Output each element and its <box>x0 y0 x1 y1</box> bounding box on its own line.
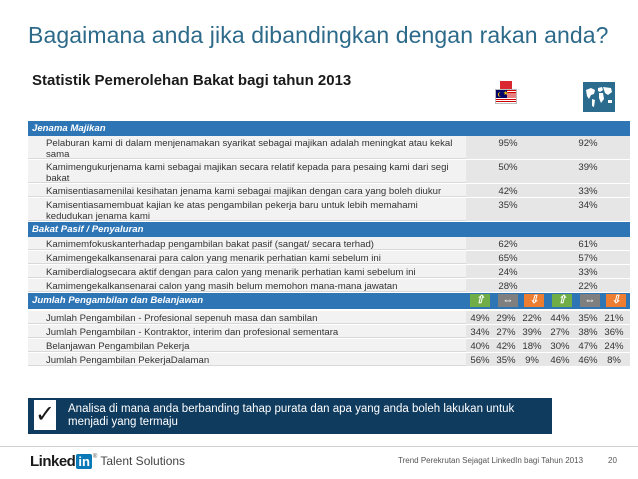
global-down-value: 36% <box>604 327 624 338</box>
table-row: Kamisentiasamenilai kesihatan jenama kam… <box>28 184 630 198</box>
flag-tag <box>500 81 512 89</box>
malaysia-value: 35% <box>498 200 518 211</box>
global-up-value: 30% <box>550 341 570 352</box>
global-value: 57% <box>578 253 598 264</box>
global-up-value: 44% <box>550 313 570 324</box>
world-map-icon <box>583 82 615 112</box>
global-down-value: 24% <box>604 341 624 352</box>
my-up-value: 49% <box>470 313 490 324</box>
table-row: Jumlah Pengambilan PekerjaDalaman 56% 35… <box>28 353 630 367</box>
global-up-value: 46% <box>550 355 570 366</box>
slide-subtitle: Statistik Pemerolehan Bakat bagi tahun 2… <box>32 72 352 89</box>
footer-caption: Trend Perekrutan Sejagat LinkedIn bagi T… <box>398 456 584 465</box>
my-down-value: 39% <box>522 327 542 338</box>
section-header-employer-brand: Jenama Majikan <box>28 121 630 136</box>
global-value: 22% <box>578 281 598 292</box>
global-value: 39% <box>578 162 598 173</box>
malaysia-value: 42% <box>498 186 518 197</box>
table-row: Pelaburan kami di dalam menjenamakan sya… <box>28 136 630 160</box>
table-row: Kamimemfokuskanterhadap pengambilan baka… <box>28 237 630 251</box>
global-equal-value: 38% <box>578 327 598 338</box>
table-row: Kamimengekalkansenarai para calon yang m… <box>28 251 630 265</box>
table-row: Kamimengekalkansenarai calon yang masih … <box>28 279 630 293</box>
down-arrow-icon: ⇩ <box>524 294 544 307</box>
row-label: Kamimengukurjenama kami sebagai majikan … <box>46 162 449 184</box>
table-row: Jumlah Pengambilan - Kontraktor, interim… <box>28 325 630 339</box>
row-label: Kamisentiasamembuat kajian ke atas penga… <box>46 200 418 222</box>
global-equal-value: 46% <box>578 355 598 366</box>
global-value: 33% <box>578 186 598 197</box>
section-header-passive-talent: Bakat Pasif / Penyaluran <box>28 222 630 237</box>
my-equal-value: 27% <box>496 327 516 338</box>
note-text: Analisa di mana anda berbanding tahap pu… <box>68 403 515 428</box>
table-row: Jumlah Pengambilan - Profesional sepenuh… <box>28 311 630 325</box>
global-value: 34% <box>578 200 598 211</box>
row-label: Kamimengekalkansenarai calon yang masih … <box>46 281 398 292</box>
my-down-value: 9% <box>525 355 539 366</box>
logo-suffix: Talent Solutions <box>100 454 186 468</box>
checkmark-icon: ✓ <box>34 400 56 430</box>
malaysia-value: 62% <box>498 239 518 250</box>
malaysia-value: 28% <box>498 281 518 292</box>
section-header-label: Bakat Pasif / Penyaluran <box>32 224 144 235</box>
global-value: 61% <box>578 239 598 250</box>
section-header-label: Jenama Majikan <box>32 123 106 134</box>
global-up-value: 27% <box>550 327 570 338</box>
footer-divider <box>0 446 638 447</box>
my-equal-value: 29% <box>496 313 516 324</box>
row-label: Kamisentiasamenilai kesihatan jenama kam… <box>46 186 442 197</box>
malaysia-value: 24% <box>498 267 518 278</box>
row-label: Jumlah Pengambilan PekerjaDalaman <box>46 355 210 366</box>
recruiting-stats-table: Jenama Majikan Pelaburan kami di dalam m… <box>28 121 630 367</box>
row-label: Pelaburan kami di dalam menjenamakan sya… <box>46 138 453 160</box>
global-down-value: 8% <box>607 355 621 366</box>
linkedin-logo: Linked in ® Talent Solutions <box>30 452 185 470</box>
global-equal-value: 47% <box>578 341 598 352</box>
slide-title: Bagaimana anda jika dibandingkan dengan … <box>28 22 609 48</box>
equal-arrow-icon: ⇔ <box>498 294 518 307</box>
my-up-value: 40% <box>470 341 490 352</box>
row-label: Kamimengekalkansenarai para calon yang m… <box>46 253 381 264</box>
row-label: Belanjawan Pengambilan Pekerja <box>46 341 190 352</box>
logo-in-badge: in <box>76 453 92 469</box>
my-down-value: 18% <box>522 341 542 352</box>
section-header-label: Jumlah Pengambilan dan Belanjawan <box>32 295 204 306</box>
up-arrow-icon: ⇧ <box>470 294 490 307</box>
global-down-value: 21% <box>604 313 624 324</box>
malaysia-value: 65% <box>498 253 518 264</box>
malaysia-value: 50% <box>498 162 518 173</box>
up-arrow-icon: ⇧ <box>552 294 572 307</box>
row-label: Jumlah Pengambilan - Profesional sepenuh… <box>46 313 318 324</box>
my-up-value: 34% <box>470 327 490 338</box>
page-number: 20 <box>608 456 617 465</box>
row-label: Kamimemfokuskanterhadap pengambilan baka… <box>46 239 374 250</box>
table-row: Kamiberdialogsecara aktif dengan para ca… <box>28 265 630 279</box>
row-label: Jumlah Pengambilan - Kontraktor, interim… <box>46 327 339 338</box>
logo-wordmark: Linked <box>30 452 76 470</box>
my-up-value: 56% <box>470 355 490 366</box>
malaysia-flag-icon: ★ <box>495 89 517 104</box>
malaysia-value: 95% <box>498 138 518 149</box>
my-down-value: 22% <box>522 313 542 324</box>
down-arrow-icon: ⇩ <box>606 294 626 307</box>
row-label: Kamiberdialogsecara aktif dengan para ca… <box>46 267 416 278</box>
table-row: Kamisentiasamembuat kajian ke atas penga… <box>28 198 630 222</box>
equal-arrow-icon: ⇔ <box>580 294 600 307</box>
my-equal-value: 42% <box>496 341 516 352</box>
section-header-hiring-budget: Jumlah Pengambilan dan Belanjawan ⇧ ⇔ ⇩ … <box>28 293 630 309</box>
global-value: 92% <box>578 138 598 149</box>
takeaway-note: ✓ Analisa di mana anda berbanding tahap … <box>28 398 552 434</box>
table-row: Belanjawan Pengambilan Pekerja 40% 42% 1… <box>28 339 630 353</box>
global-value: 33% <box>578 267 598 278</box>
table-row: Kamimengukurjenama kami sebagai majikan … <box>28 160 630 184</box>
my-equal-value: 35% <box>496 355 516 366</box>
global-equal-value: 35% <box>578 313 598 324</box>
logo-trademark: ® <box>92 454 98 460</box>
